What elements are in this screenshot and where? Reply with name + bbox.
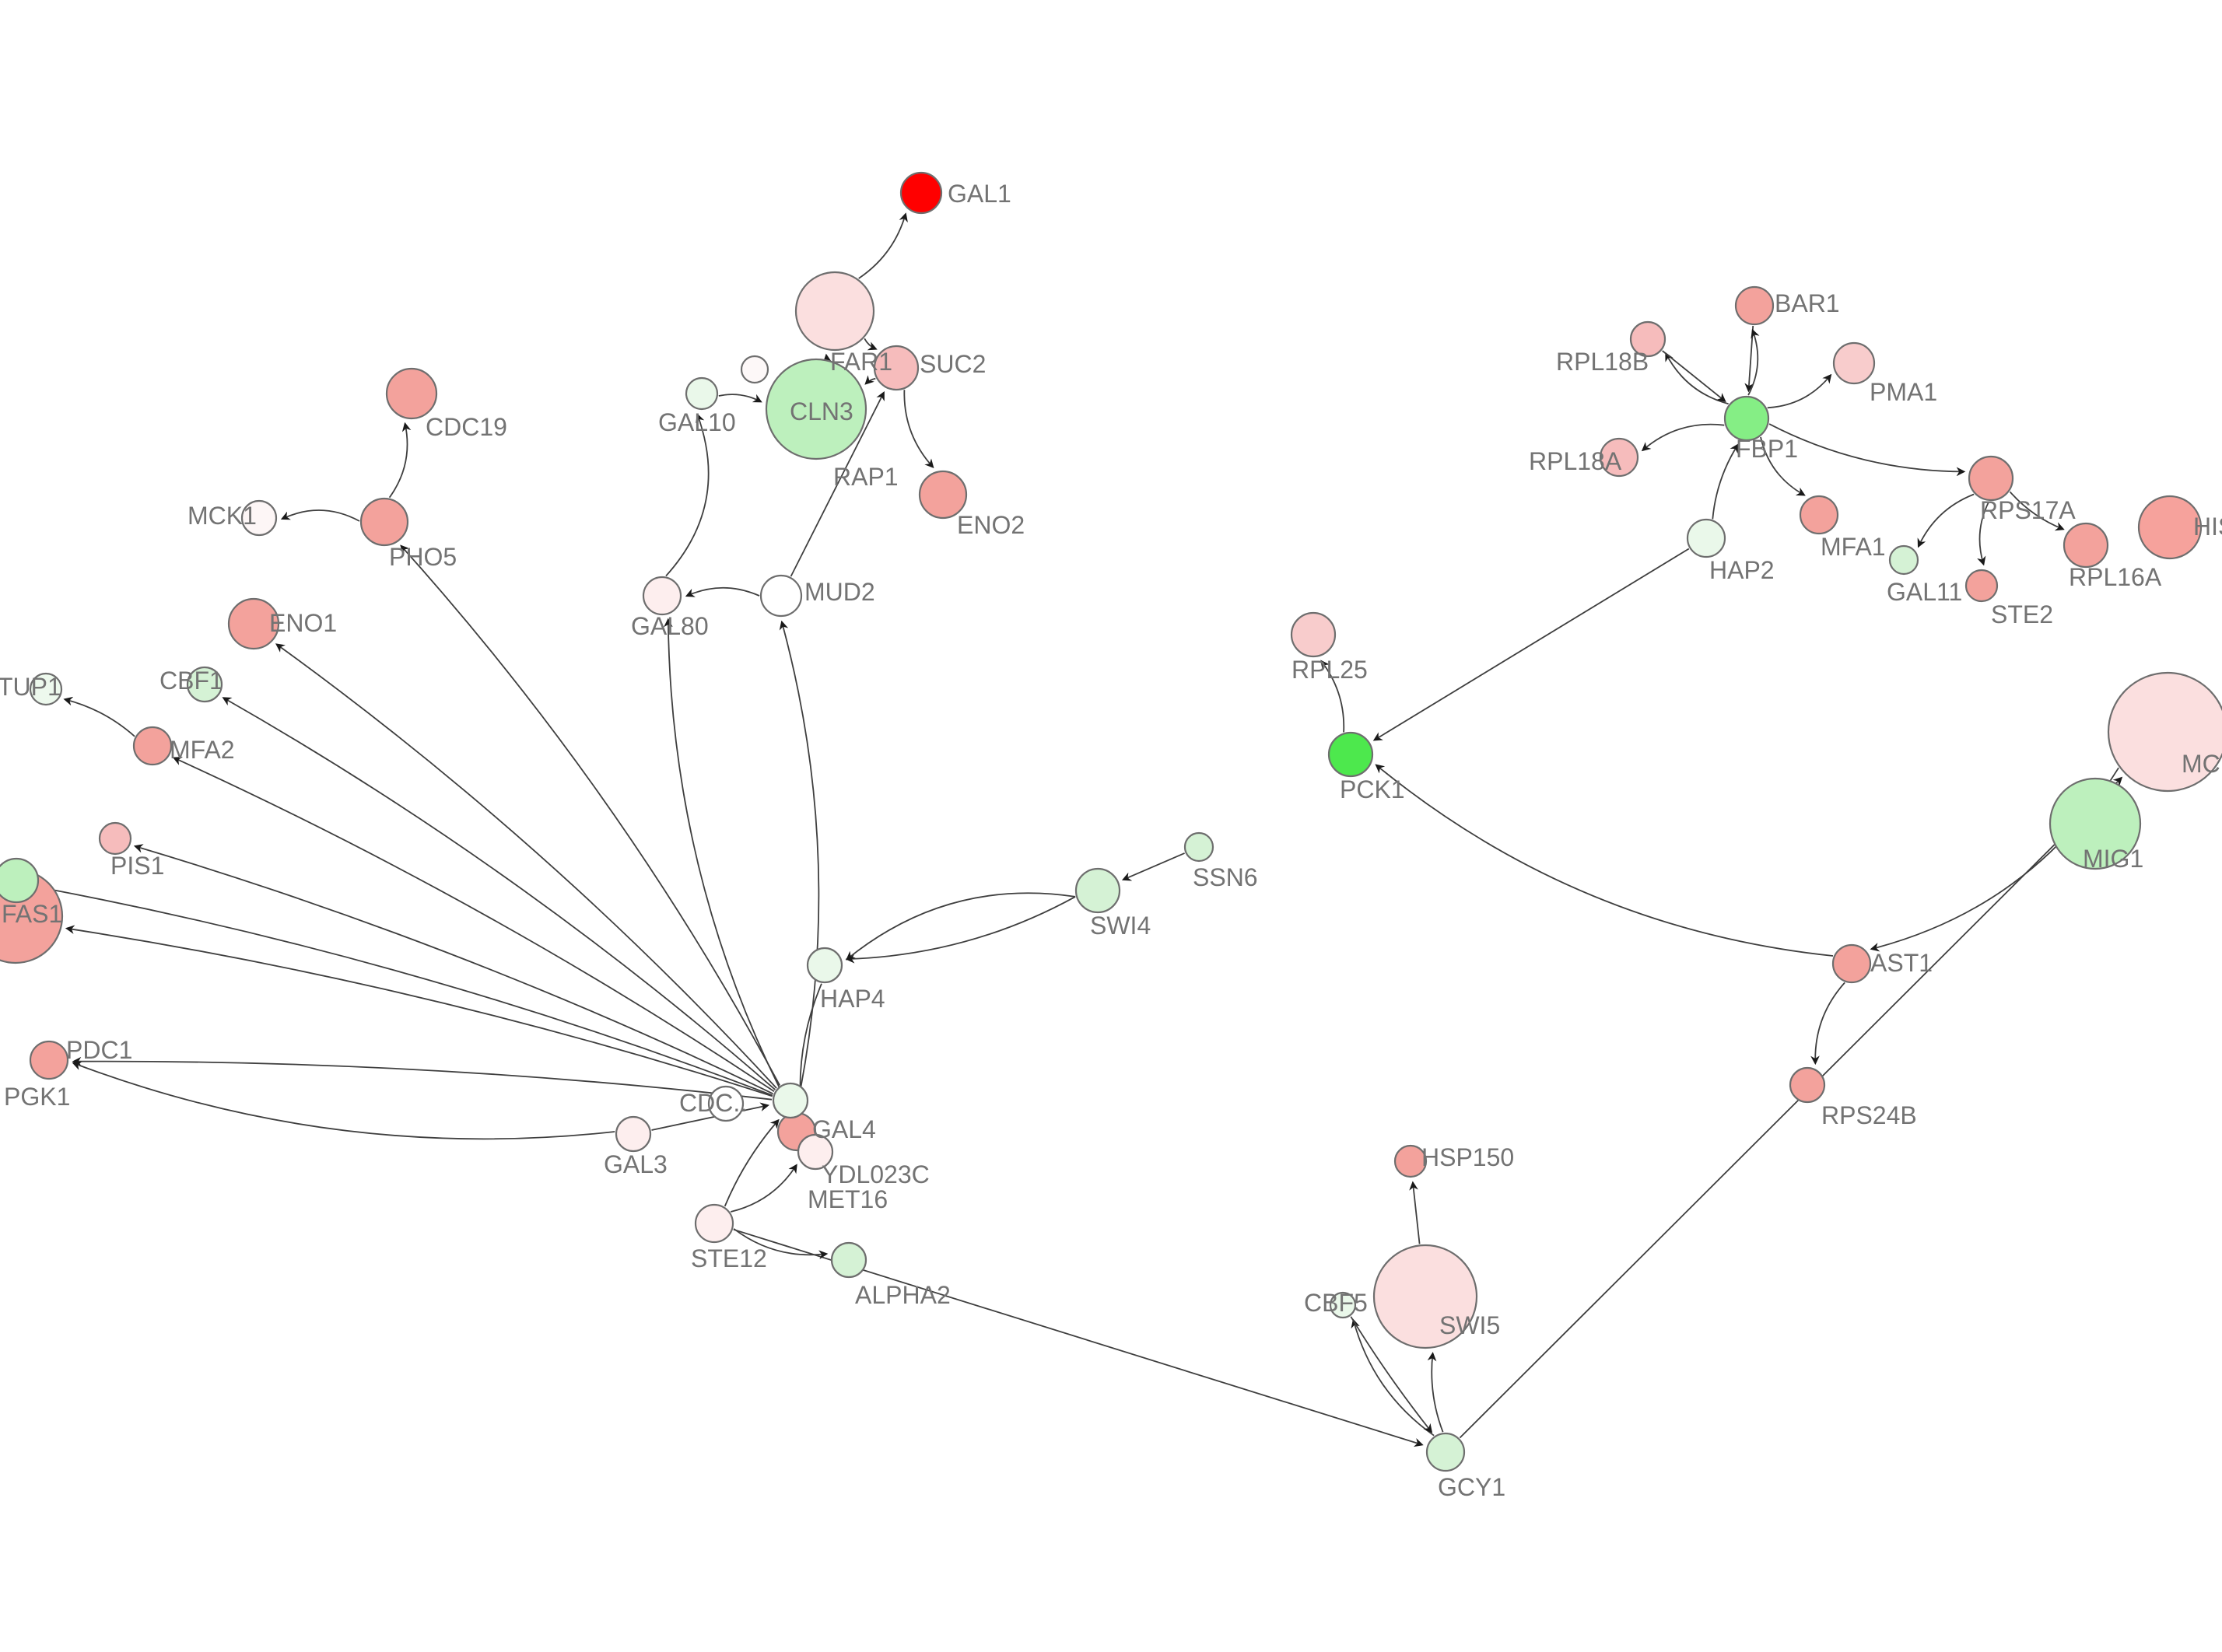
svg-text:RPL18A: RPL18A (1529, 447, 1622, 475)
svg-text:BAR1: BAR1 (1775, 289, 1840, 317)
svg-text:MUD2: MUD2 (804, 578, 875, 606)
svg-text:PIS1: PIS1 (110, 852, 164, 880)
svg-text:PGK1: PGK1 (4, 1083, 70, 1111)
svg-text:STE2: STE2 (1991, 600, 2053, 628)
svg-text:MFA2: MFA2 (170, 736, 235, 764)
svg-text:TUP1: TUP1 (0, 673, 61, 701)
svg-text:CDC..: CDC.. (679, 1089, 747, 1117)
svg-text:RPS17A: RPS17A (1980, 496, 2076, 524)
svg-text:CLN3: CLN3 (790, 397, 853, 425)
svg-text:GAL3: GAL3 (604, 1150, 668, 1178)
svg-text:AST1: AST1 (1870, 949, 1933, 977)
svg-text:RPL16A: RPL16A (2069, 563, 2162, 591)
svg-text:GAL11: GAL11 (1887, 578, 1962, 606)
svg-text:PHO5: PHO5 (389, 543, 457, 571)
svg-text:RPS24B: RPS24B (1821, 1101, 1917, 1129)
svg-text:GCY1: GCY1 (1438, 1473, 1505, 1501)
svg-text:STE12: STE12 (691, 1244, 767, 1272)
svg-text:SWI4: SWI4 (1090, 912, 1151, 940)
svg-text:CBF1: CBF1 (159, 667, 223, 695)
svg-text:FAS1: FAS1 (2, 900, 62, 928)
svg-text:HAP2: HAP2 (1709, 556, 1775, 584)
svg-text:HIS4: HIS4 (2193, 513, 2222, 541)
svg-text:ENO1: ENO1 (269, 609, 337, 637)
svg-text:PMA1: PMA1 (1870, 378, 1937, 406)
svg-text:SUC2: SUC2 (920, 350, 986, 378)
svg-text:PCK1: PCK1 (1340, 775, 1405, 803)
svg-text:PDC1: PDC1 (66, 1036, 132, 1064)
svg-text:FBP1: FBP1 (1736, 435, 1798, 463)
svg-text:MCM1: MCM1 (2182, 750, 2222, 778)
svg-text:MFA1: MFA1 (1821, 533, 1886, 561)
svg-text:CDC19: CDC19 (426, 413, 507, 441)
svg-text:YDL023C: YDL023C (822, 1160, 930, 1188)
svg-text:RAP1: RAP1 (833, 463, 899, 491)
svg-text:GAL1: GAL1 (948, 180, 1011, 208)
svg-text:ALPHA2: ALPHA2 (855, 1281, 951, 1309)
svg-text:SSN6: SSN6 (1193, 863, 1258, 891)
svg-text:FAR1: FAR1 (830, 348, 892, 376)
svg-text:SWI5: SWI5 (1439, 1311, 1500, 1339)
svg-text:CBF5: CBF5 (1304, 1289, 1368, 1317)
svg-text:MET16: MET16 (808, 1185, 888, 1213)
svg-text:MIG1: MIG1 (2083, 845, 2143, 873)
svg-text:HAP4: HAP4 (820, 985, 885, 1013)
svg-text:GAL4: GAL4 (812, 1115, 876, 1143)
svg-text:ENO2: ENO2 (957, 511, 1025, 539)
svg-text:RPL25: RPL25 (1291, 656, 1368, 684)
svg-text:HSP150: HSP150 (1421, 1143, 1514, 1171)
svg-text:GAL10: GAL10 (658, 408, 736, 436)
svg-text:GAL80: GAL80 (631, 612, 709, 640)
svg-text:MCK1: MCK1 (188, 502, 257, 530)
svg-text:RPL18B: RPL18B (1556, 348, 1649, 376)
